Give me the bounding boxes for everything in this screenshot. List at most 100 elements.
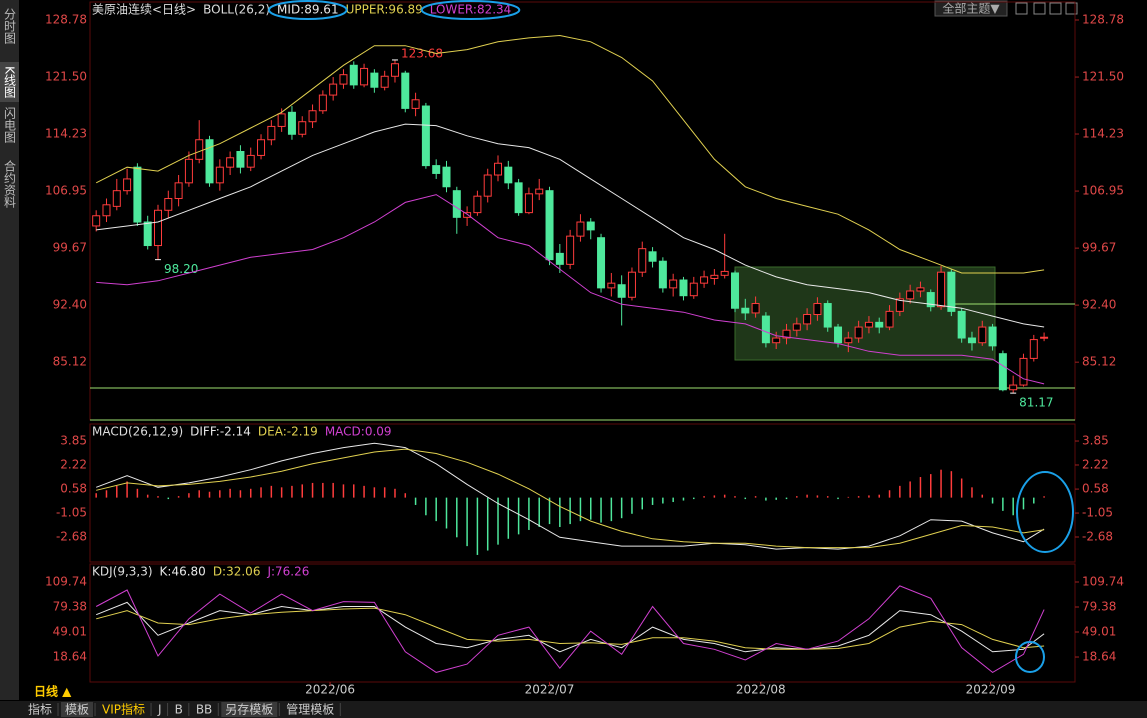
candle-body	[803, 314, 812, 325]
y-tick-label: 121.50	[45, 70, 87, 84]
x-tick-label: 2022/06	[305, 683, 355, 697]
bottom-toolbar	[0, 701, 1147, 718]
y-tick-label: 99.67	[53, 241, 87, 255]
y-tick-label: 79.38	[53, 600, 87, 614]
tab-label[interactable]: B	[175, 703, 183, 717]
candle-body	[349, 64, 358, 86]
candle-body	[813, 303, 822, 316]
theme-button-label[interactable]: 全部主题▼	[942, 1, 1000, 16]
y-tick-label: 18.64	[1082, 650, 1116, 664]
candle-body	[154, 209, 163, 247]
candle-body	[679, 279, 688, 297]
candle-body	[545, 190, 554, 261]
candle-body	[885, 310, 894, 328]
candle-body	[710, 274, 719, 279]
tab-label[interactable]: 管理模板	[286, 702, 334, 717]
candle-body	[360, 67, 369, 86]
candle-body	[1040, 336, 1049, 339]
tab-label[interactable]: 指标	[28, 702, 52, 717]
candle-body	[1009, 384, 1018, 391]
candle-body	[730, 272, 739, 309]
candle-body	[988, 326, 997, 347]
legend-text: UPPER:96.89	[346, 3, 423, 17]
candle-body	[174, 182, 183, 200]
candle-body	[411, 99, 420, 109]
sidebar	[0, 0, 19, 700]
legend-text: KDJ(9,3,3)	[92, 565, 153, 579]
y-tick-label: 49.01	[53, 625, 87, 639]
icon[interactable]	[1033, 2, 1046, 15]
sidebar-tab[interactable]: 分时图	[3, 8, 17, 44]
candle-body	[401, 72, 410, 109]
y-tick-label: 114.23	[1082, 127, 1124, 141]
y-tick-label: 99.67	[1082, 241, 1116, 255]
legend-text: J:76.26	[266, 565, 309, 579]
y-tick-label: 18.64	[53, 650, 87, 664]
candle-body	[102, 204, 111, 217]
candle-body	[617, 284, 626, 298]
candle-body	[494, 162, 503, 176]
icon[interactable]	[1049, 2, 1062, 15]
legend-text: MACD:0.09	[325, 425, 392, 439]
tab-label[interactable]: BB	[196, 703, 212, 717]
legend-text: DIFF:-2.14	[190, 425, 251, 439]
sidebar-active	[0, 62, 19, 102]
candle-body	[298, 121, 307, 135]
candle-body	[926, 292, 935, 308]
icon[interactable]	[1065, 2, 1078, 15]
candle-body	[390, 63, 399, 77]
panel-frames	[89, 1, 1076, 683]
candle-body	[978, 326, 987, 344]
sidebar-tabs: 分时图 K线图 闪电图 合约资料	[0, 8, 19, 208]
y-tick-label: -1.05	[1082, 506, 1113, 520]
y-tick-label: 0.58	[1082, 482, 1109, 496]
candle-body	[380, 75, 389, 88]
y-tick-label: 92.40	[1082, 298, 1116, 312]
candle-body	[504, 166, 513, 184]
period-label[interactable]: 日线 ▲	[34, 684, 72, 699]
candle-body	[627, 271, 636, 298]
candle-body	[555, 252, 564, 265]
sidebar-tab[interactable]: K线图	[3, 66, 17, 98]
candle-body	[782, 329, 791, 339]
y-tick-label: 106.95	[1082, 184, 1124, 198]
y-tick-label: 0.58	[60, 482, 87, 496]
candle-body	[246, 154, 255, 168]
panel-frame	[89, 563, 1076, 683]
theme-button[interactable]	[934, 0, 1008, 17]
candle-body	[215, 166, 224, 184]
candle-body	[452, 190, 461, 218]
candle-body	[370, 72, 379, 88]
tab-label[interactable]: VIP指标	[102, 702, 145, 717]
candle-body	[700, 276, 709, 284]
icon[interactable]	[1015, 2, 1028, 15]
sidebar-tab[interactable]: 闪电图	[3, 107, 17, 143]
candle-body	[473, 195, 482, 214]
legend-text: 美原油连续<日线>	[92, 2, 196, 17]
candle-body	[339, 74, 348, 85]
candle-body	[638, 248, 647, 273]
candle-body	[864, 321, 873, 328]
indicator-line	[96, 601, 1045, 653]
candle-body	[267, 125, 276, 141]
y-tick-label: 85.12	[53, 355, 87, 369]
tab-active	[221, 702, 278, 717]
candle-body	[576, 221, 585, 237]
y-tick-label: 92.40	[53, 298, 87, 312]
tab-label[interactable]: 模板	[65, 703, 89, 717]
candle-body	[947, 271, 956, 312]
y-tick-label: -2.68	[1082, 530, 1113, 544]
candle-body	[906, 290, 915, 300]
legend-text: LOWER:82.34	[430, 3, 512, 17]
plot: 128.78 128.78 121.50 121.50 114.23 114.23 106.…	[45, 0, 1124, 697]
candle-body	[875, 321, 884, 328]
candle-body	[967, 337, 976, 344]
y-tick-label: 128.78	[1082, 12, 1124, 26]
tab-label[interactable]: J	[157, 703, 162, 717]
tab-label[interactable]: 另存模板	[225, 703, 273, 717]
sidebar-tab[interactable]: 合约资料	[3, 159, 17, 208]
candle-body	[854, 326, 863, 339]
indicator-line	[96, 194, 1045, 385]
candle-body	[205, 139, 214, 184]
candle-body	[823, 303, 832, 328]
